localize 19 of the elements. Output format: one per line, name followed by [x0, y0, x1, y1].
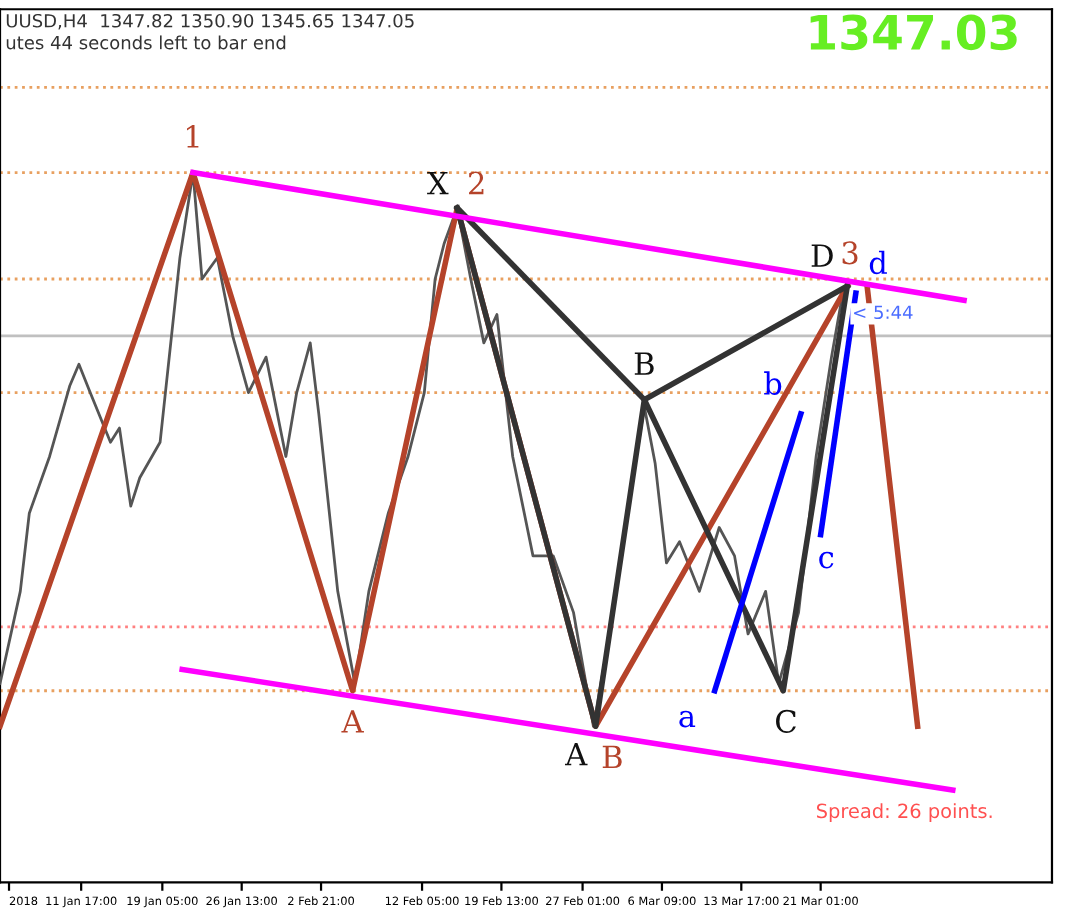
annotation: < 5:44: [854, 305, 913, 320]
annotation: d: [869, 250, 887, 275]
annotation: c: [819, 551, 834, 569]
annotation: a: [679, 710, 696, 728]
annotation: Spread: 26 points.: [816, 803, 992, 822]
annotation: 3: [842, 241, 858, 265]
annotation: 1347.03: [810, 14, 1017, 51]
annotation: B: [634, 352, 654, 375]
annotation: 2: [469, 171, 484, 195]
annotation: b: [764, 371, 782, 395]
annotation: A: [565, 742, 588, 766]
annotation: B: [602, 745, 622, 769]
annotation: UUSD,H4 1347.82 1350.90 1345.65 1347.05: [6, 13, 414, 30]
annotation: D: [811, 244, 833, 267]
annotation: X: [427, 171, 449, 195]
annotation: C: [776, 709, 796, 733]
annotation: utes 44 seconds left to bar end: [6, 35, 286, 50]
annotation: 1: [187, 124, 199, 148]
annotation: A: [341, 710, 364, 733]
